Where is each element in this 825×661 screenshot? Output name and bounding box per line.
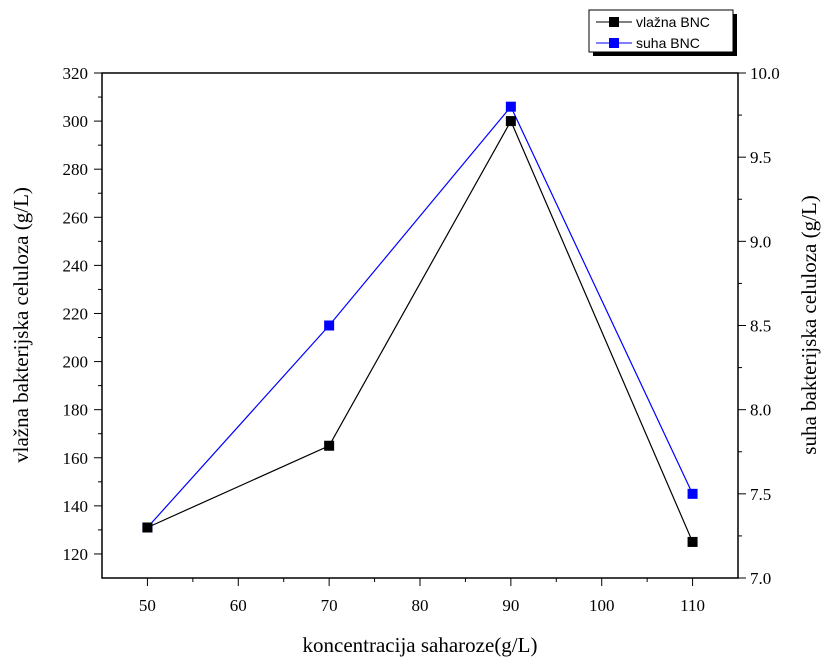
x-tick-label: 70: [321, 596, 338, 615]
data-point-suha: [687, 488, 698, 499]
data-point-vlazna: [505, 116, 516, 127]
right-tick-label: 10.0: [750, 64, 780, 83]
right-tick-label: 7.0: [750, 569, 771, 588]
left-tick-label: 260: [63, 208, 89, 227]
left-tick-label: 180: [63, 401, 89, 420]
left-tick-label: 140: [63, 497, 89, 516]
series-line-vlazna: [147, 119, 694, 543]
left-axis-ticks: 120 140 160 180 200 220 240 260 280 300 320: [63, 64, 102, 564]
right-tick-label: 9.5: [750, 148, 771, 167]
left-axis-title: vlažna bakterijska celuloza (g/L): [9, 187, 33, 463]
right-axis-title: suha bakterijska celuloza (g/L): [797, 195, 821, 454]
legend-marker-suha: [609, 38, 619, 48]
right-tick-label: 8.0: [750, 401, 771, 420]
x-tick-label: 60: [230, 596, 247, 615]
legend-label-vlazna: vlažna BNC: [636, 14, 710, 30]
legend: vlažna BNC suha BNC: [588, 9, 737, 56]
x-tick-label: 50: [139, 596, 156, 615]
left-tick-label: 220: [63, 304, 89, 323]
series-line-suha: [146, 105, 694, 528]
left-tick-label: 240: [63, 256, 89, 275]
left-tick-label: 160: [63, 449, 89, 468]
x-tick-label: 90: [502, 596, 519, 615]
x-tick-label: 80: [412, 596, 429, 615]
right-tick-label: 8.5: [750, 317, 771, 336]
right-tick-label: 7.5: [750, 485, 771, 504]
data-point-vlazna: [142, 522, 153, 533]
right-tick-label: 9.0: [750, 232, 771, 251]
x-tick-label: 100: [589, 596, 615, 615]
data-point-suha: [324, 320, 335, 331]
x-tick-label: 110: [680, 596, 705, 615]
plot-frame: [101, 72, 739, 579]
data-point-vlazna: [687, 536, 698, 547]
legend-marker-vlazna: [609, 17, 619, 27]
x-axis-title: koncentracija saharoze(g/L): [303, 633, 538, 657]
left-tick-label: 300: [63, 112, 89, 131]
legend-label-suha: suha BNC: [636, 35, 700, 51]
data-point-vlazna: [324, 440, 335, 451]
right-axis-ticks: 7.0 7.5 8.0 8.5 9.0 9.5 10.0: [738, 64, 780, 588]
series-layer: [142, 101, 698, 547]
bottom-axis-ticks: 50 60 70 80 90 100 110: [139, 578, 705, 615]
left-tick-label: 120: [63, 545, 89, 564]
left-tick-label: 200: [63, 353, 89, 372]
left-tick-label: 320: [63, 64, 89, 83]
left-tick-label: 280: [63, 160, 89, 179]
data-point-suha: [505, 101, 516, 112]
